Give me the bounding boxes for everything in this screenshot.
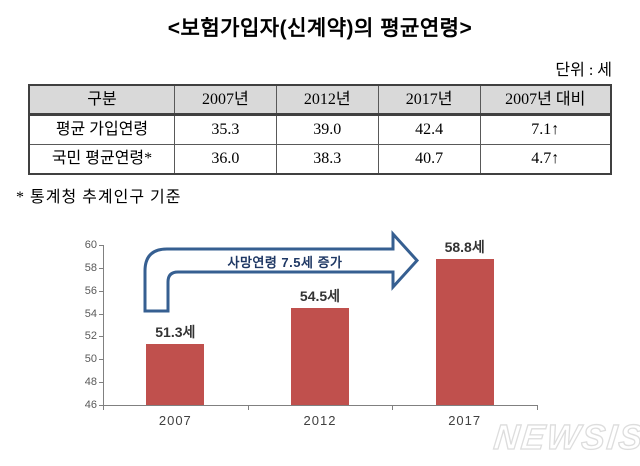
age-table: 구분 2007년 2012년 2017년 2007년 대비 평균 가입연령 35…: [28, 84, 612, 175]
table-row: 평균 가입연령 35.3 39.0 42.4 7.1↑: [28, 114, 612, 145]
y-axis-tick-label: 46: [84, 399, 97, 411]
y-axis-tick-label: 56: [84, 284, 97, 297]
newsis-watermark: NEWSIS: [491, 417, 640, 457]
row-label: 국민 평균연령*: [28, 144, 175, 175]
y-axis-tick-label: 48: [84, 376, 97, 389]
bar-chart-plot-area: [103, 245, 538, 406]
table-footnote: * 통계청 추계인구 기준: [16, 189, 182, 206]
x-axis-tick-mark: [537, 406, 538, 410]
x-axis-category-label: 2007: [158, 413, 192, 428]
cell-value: 35.3: [174, 114, 277, 145]
y-axis-tick-mark: [99, 382, 103, 384]
increase-arrow-shape: [143, 230, 420, 313]
bar-value-label: 54.5세: [299, 287, 341, 304]
page-title: <보험가입자(신계약)의 평균연령>: [167, 17, 473, 40]
y-axis-tick-mark: [99, 290, 103, 292]
bar-2007: [146, 344, 205, 405]
y-axis-tick-label: 60: [84, 239, 97, 251]
y-axis-tick-mark: [99, 267, 103, 269]
cell-value: 38.3: [275, 144, 379, 175]
table-header-row: 구분 2007년 2012년 2017년 2007년 대비: [28, 84, 612, 116]
x-axis-tick-mark: [247, 406, 249, 410]
col-header-2007: 2007년: [174, 84, 277, 116]
y-axis-tick-mark: [99, 313, 103, 315]
cell-value: 4.7↑: [479, 144, 612, 175]
y-axis-tick-label: 50: [84, 353, 97, 366]
y-axis-tick-mark: [99, 245, 103, 246]
y-axis-tick-label: 52: [84, 330, 97, 343]
table-row: 국민 평균연령* 36.0 38.3 40.7 4.7↑: [28, 144, 612, 175]
cell-value: 36.0: [174, 144, 277, 175]
cell-value: 39.0: [275, 114, 379, 145]
unit-label: 단위 : 세: [555, 62, 612, 79]
increase-arrow-path: [143, 230, 420, 313]
col-header-diff: 2007년 대비: [479, 84, 612, 116]
y-axis-tick-mark: [99, 359, 103, 361]
increase-annotation-label: 사망연령 7.5세 증가: [227, 255, 343, 270]
cell-value: 7.1↑: [479, 114, 612, 145]
row-label: 평균 가입연령: [28, 114, 175, 145]
x-axis-tick-mark: [392, 406, 394, 410]
x-axis-tick-mark: [103, 406, 104, 410]
y-axis-tick-mark: [99, 336, 103, 338]
y-axis-tick-mark: [99, 405, 103, 406]
x-axis-category-label: 2017: [448, 413, 482, 428]
cell-value: 42.4: [377, 114, 481, 145]
col-header-category: 구분: [28, 84, 175, 116]
col-header-2012: 2012년: [275, 84, 379, 116]
bar-value-label: 51.3세: [155, 324, 196, 341]
bar-value-label: 58.8세: [444, 238, 485, 255]
y-axis-tick-label: 54: [84, 307, 97, 320]
bar-2017: [435, 258, 494, 405]
bar-2012: [291, 307, 349, 405]
cell-value: 40.7: [377, 144, 481, 175]
y-axis-tick-label: 58: [84, 261, 97, 274]
x-axis-category-label: 2012: [303, 413, 337, 428]
col-header-2017: 2017년: [377, 84, 481, 116]
